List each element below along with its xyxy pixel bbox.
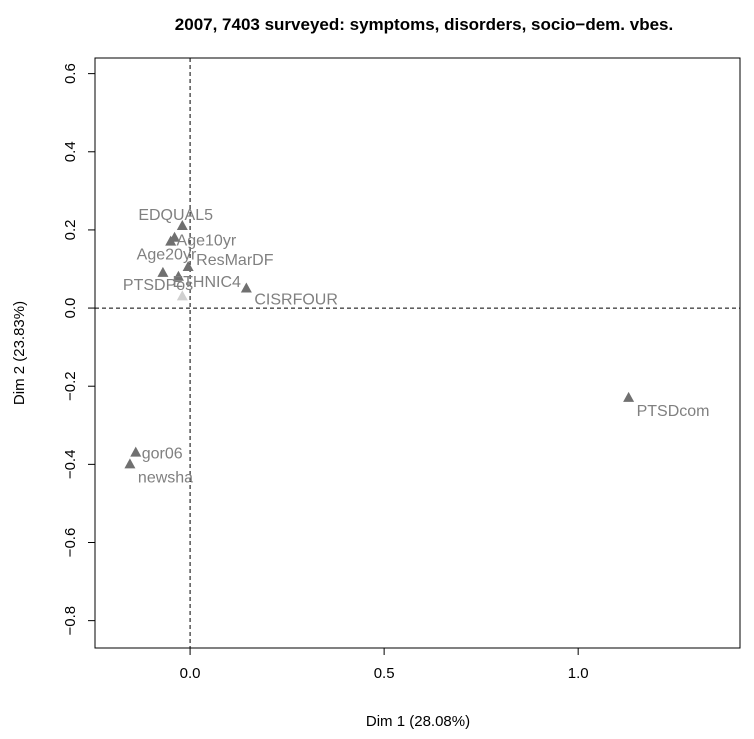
point-marker	[182, 261, 194, 272]
y-axis-label: Dim 2 (23.83%)	[11, 301, 28, 405]
x-tick-label: 1.0	[568, 665, 589, 682]
point-marker	[176, 220, 188, 231]
point-marker	[623, 391, 635, 402]
plot-frame	[94, 57, 741, 649]
point-marker	[165, 235, 177, 246]
x-tick-label: 0.0	[180, 665, 201, 682]
point-marker	[124, 458, 136, 469]
y-tick-label: −0.4	[62, 450, 79, 480]
y-tick-label: 0.0	[62, 298, 79, 319]
point-label: newsha	[138, 469, 193, 486]
x-axis-label: Dim 1 (28.08%)	[366, 713, 470, 730]
point-label: gor06	[142, 446, 183, 463]
point-label: EDQUAL5	[138, 207, 213, 224]
y-tick-label: 0.6	[62, 63, 79, 84]
point-label: PTSDPos	[123, 277, 193, 294]
point-marker	[240, 282, 252, 293]
y-tick-label: 0.2	[62, 219, 79, 240]
point-label: ETHNIC4	[172, 274, 241, 291]
y-tick-label: −0.6	[62, 528, 79, 558]
y-tick-label: −0.2	[62, 371, 79, 401]
x-tick-label: 0.5	[374, 665, 395, 682]
point-marker	[172, 270, 184, 281]
point-marker	[130, 446, 142, 457]
point-label: PTSDcom	[637, 403, 710, 420]
point-marker	[157, 266, 169, 277]
y-tick-label: 0.4	[62, 141, 79, 162]
point-label: Age10yr	[177, 233, 237, 250]
y-tick-label: −0.8	[62, 606, 79, 636]
point-label: ResMarDF	[196, 252, 274, 269]
point-marker	[176, 290, 188, 301]
point-label: Age20yr	[137, 247, 197, 264]
chart-title: 2007, 7403 surveyed: symptoms, disorders…	[175, 15, 673, 34]
point-label: CISRFOUR	[254, 292, 338, 309]
